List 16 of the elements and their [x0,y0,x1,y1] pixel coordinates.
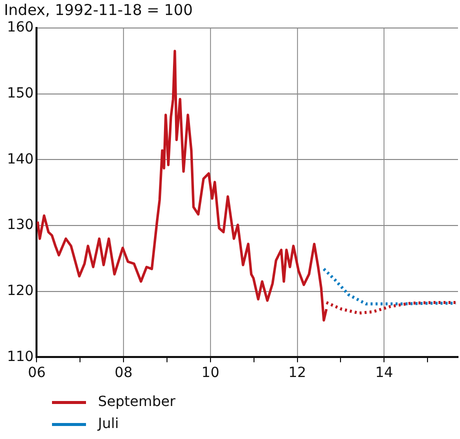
y-tick-label: 110 [6,348,34,365]
x-tick-label: 14 [375,365,394,382]
y-tick-label: 130 [6,217,34,234]
y-tick-label: 140 [6,151,34,168]
chart-title: Index, 1992-11-18 = 100 [4,0,193,19]
y-tick-label: 160 [6,20,34,36]
y-tick-label: 150 [6,85,34,102]
line-series [322,267,458,306]
legend-label: September [97,393,176,412]
legend-label: Juli [96,415,120,434]
x-tick-label: 08 [114,365,132,382]
line-series [324,301,458,315]
x-tick-label: 10 [202,365,220,382]
y-tick-label: 120 [6,283,34,299]
x-tick-label: 06 [28,365,46,382]
x-tick-label: 12 [288,365,306,382]
